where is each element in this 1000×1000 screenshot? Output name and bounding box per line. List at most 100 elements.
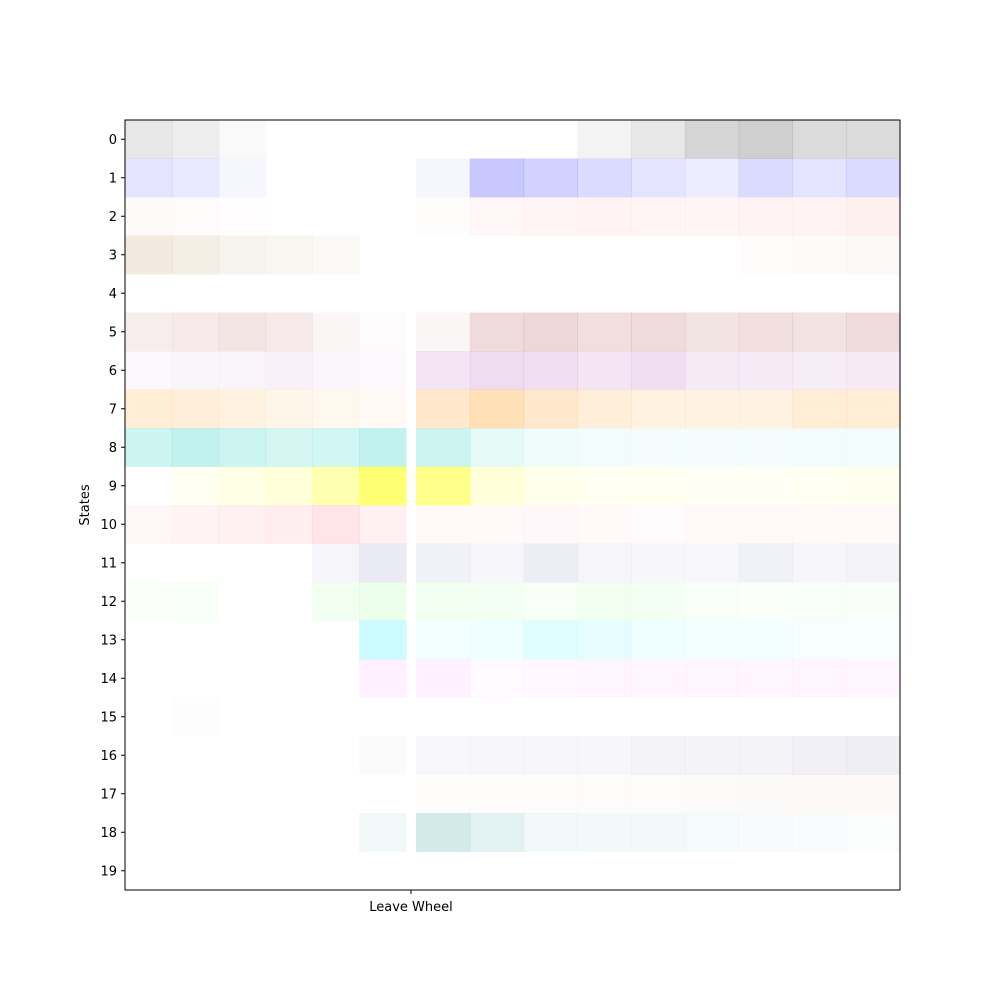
heatmap-cell <box>218 389 267 429</box>
heatmap-cell <box>523 736 578 775</box>
heatmap-cell <box>739 698 793 737</box>
heatmap-cell <box>631 274 685 313</box>
heatmap-cell <box>218 312 267 352</box>
heatmap-cell <box>738 197 794 236</box>
heatmap-cell <box>312 389 360 429</box>
heatmap-cell <box>631 466 686 506</box>
heatmap-cell <box>577 505 632 544</box>
heatmap-cell <box>469 505 525 544</box>
heatmap-cell <box>523 813 578 852</box>
heatmap-cell <box>416 312 471 352</box>
heatmap-cell <box>846 120 901 159</box>
heatmap-cell <box>684 543 740 583</box>
heatmap-cell <box>172 544 219 583</box>
heatmap-cell <box>631 389 686 429</box>
heatmap-cell <box>359 351 406 390</box>
heatmap-cell <box>266 197 313 236</box>
heatmap-cell <box>523 659 578 698</box>
heatmap-cell <box>219 274 266 313</box>
heatmap-cell <box>312 466 360 506</box>
heatmap-cell <box>738 389 794 429</box>
heatmap-cell <box>792 698 846 737</box>
heatmap-cell <box>359 852 406 891</box>
heatmap-cell <box>406 698 417 737</box>
y-tick-label: 7 <box>109 402 117 417</box>
heatmap-cell <box>265 428 313 467</box>
y-axis-label: States <box>78 484 93 525</box>
heatmap-cell <box>524 236 578 275</box>
heatmap-cell <box>739 236 793 275</box>
heatmap-cell <box>171 351 220 390</box>
heatmap-cell <box>125 351 173 390</box>
heatmap-cell <box>738 813 794 852</box>
heatmap-cell <box>523 620 578 660</box>
y-tick-label: 14 <box>100 672 117 687</box>
heatmap-cell <box>406 428 417 467</box>
heatmap-cell <box>792 312 847 352</box>
heatmap-cell <box>416 120 470 159</box>
heatmap-cell <box>171 197 220 236</box>
heatmap-cell <box>125 544 172 583</box>
heatmap-cell <box>219 698 266 737</box>
heatmap-cell <box>577 659 632 698</box>
heatmap-cell <box>416 389 471 429</box>
heatmap-cell <box>125 274 172 313</box>
heatmap-cell <box>846 197 901 236</box>
heatmap-cell <box>171 505 220 544</box>
heatmap-cell <box>738 428 794 467</box>
heatmap-cell <box>631 736 686 775</box>
heatmap-cell <box>218 351 267 390</box>
heatmap-cell <box>416 813 471 852</box>
heatmap-cell <box>416 274 470 313</box>
heatmap-cell <box>577 698 631 737</box>
heatmap-cell <box>406 120 417 159</box>
heatmap-cell <box>846 428 901 467</box>
heatmap-cell <box>406 852 417 891</box>
heatmap-cell <box>219 852 266 891</box>
heatmap-cell <box>792 620 847 660</box>
heatmap-cell <box>470 852 524 891</box>
heatmap-cell <box>171 312 220 352</box>
heatmap-cell <box>125 698 172 737</box>
heatmap-cell <box>792 197 847 236</box>
heatmap-cell <box>359 659 407 698</box>
heatmap-cell <box>266 582 313 621</box>
heatmap-cell <box>738 543 794 583</box>
heatmap-cell <box>469 158 525 198</box>
heatmap-cell <box>406 197 417 236</box>
heatmap-cell <box>846 351 901 390</box>
heatmap-cell <box>416 582 471 621</box>
heatmap-cell <box>171 120 220 159</box>
heatmap-cell <box>738 158 794 198</box>
heatmap-cell <box>266 852 313 891</box>
heatmap-cell <box>792 852 846 891</box>
heatmap-cell <box>846 505 901 544</box>
y-tick-label: 9 <box>109 479 117 494</box>
heatmap-cell <box>266 698 313 737</box>
y-tick-label: 6 <box>109 364 117 379</box>
heatmap-cell <box>846 852 900 891</box>
heatmap-cell <box>125 197 173 236</box>
heatmap-cell <box>470 120 524 159</box>
heatmap-cell <box>359 582 407 621</box>
heatmap-cell <box>171 158 220 198</box>
heatmap-cell <box>523 582 578 621</box>
heatmap-cell <box>359 698 406 737</box>
heatmap-cell <box>406 736 417 775</box>
y-tick-label: 8 <box>109 441 117 456</box>
heatmap-cell <box>266 775 313 814</box>
heatmap-cell <box>359 274 406 313</box>
heatmap-cell <box>416 505 471 544</box>
heatmap-cell <box>218 466 267 506</box>
heatmap-cell <box>631 852 685 891</box>
x-tick-label: Leave Wheel <box>369 900 453 915</box>
heatmap-cell <box>266 159 313 198</box>
heatmap-cell <box>416 466 471 506</box>
heatmap-cell <box>406 582 417 621</box>
heatmap-cell <box>631 659 686 698</box>
heatmap-cell <box>469 351 525 390</box>
heatmap-cell <box>684 774 740 814</box>
heatmap-cell <box>792 158 847 198</box>
heatmap-cell <box>266 274 313 313</box>
